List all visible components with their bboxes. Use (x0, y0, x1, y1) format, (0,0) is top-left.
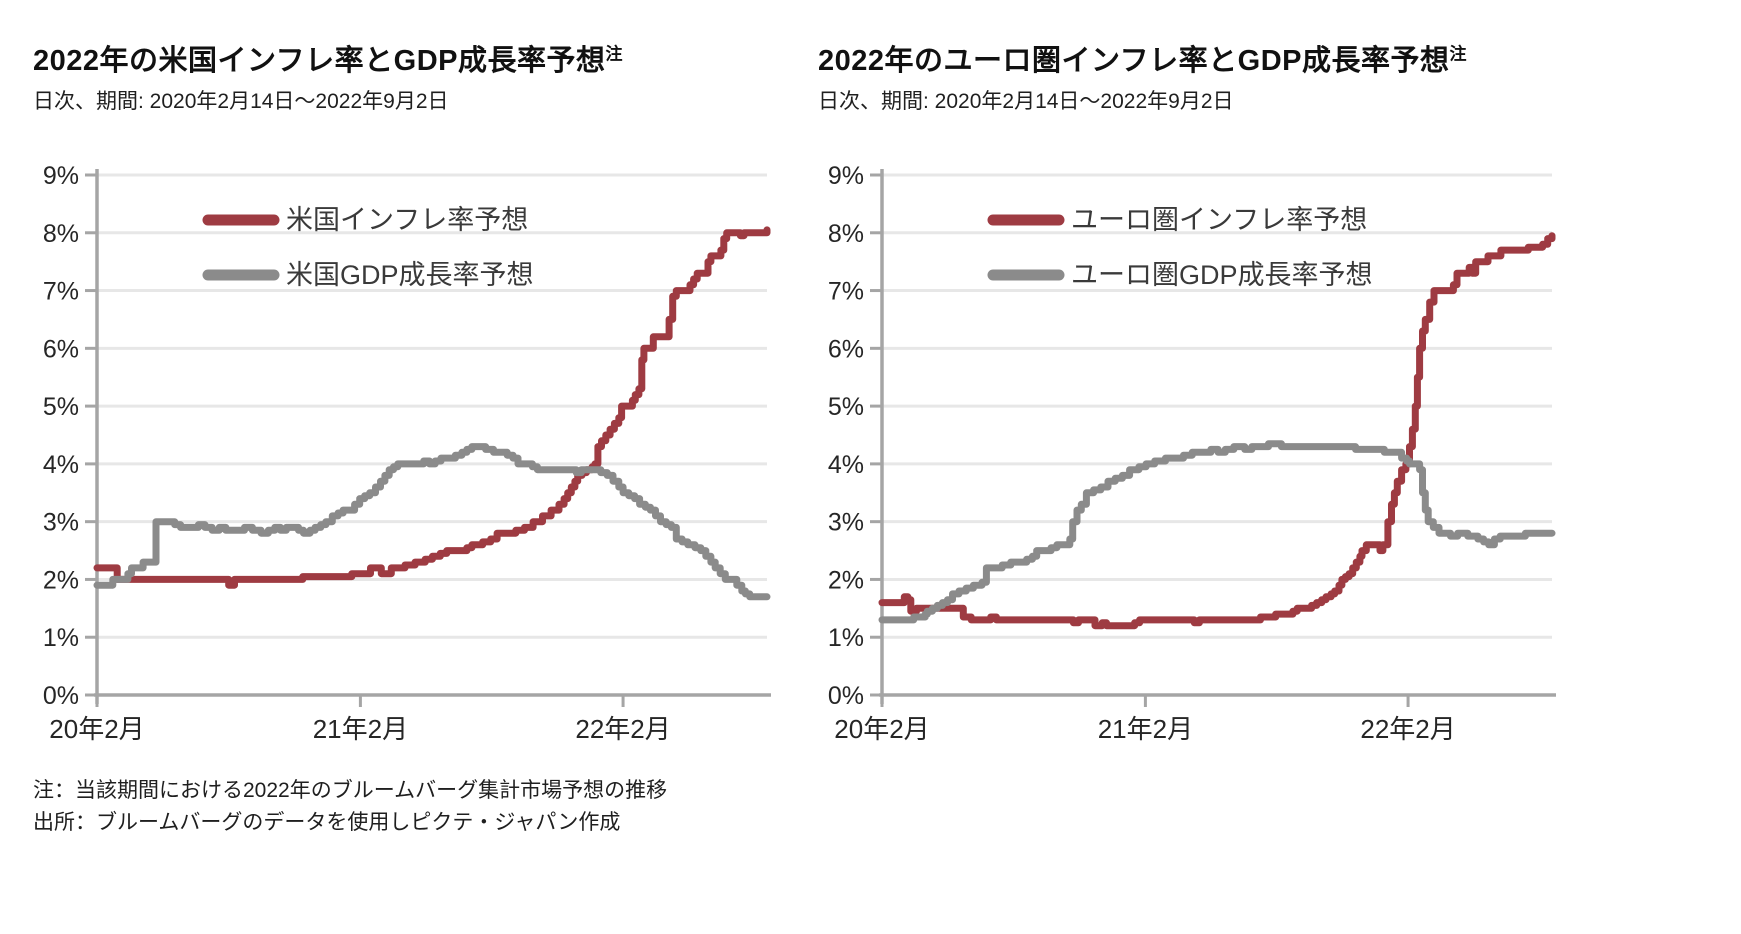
y-axis-label: 3% (43, 509, 79, 537)
y-axis-label: 3% (828, 509, 864, 537)
y-axis-label: 7% (828, 278, 864, 306)
y-axis-label: 5% (828, 393, 864, 421)
footnotes: 注：当該期間における2022年のブルームバーグ集計市場予想の推移 出所：ブルーム… (33, 775, 1741, 838)
us-gdp-forecast-line (93, 443, 771, 601)
euro-chart-title-text: 2022年のユーロ圏インフレ率とGDP成長率予想 (818, 45, 1450, 77)
y-axis-label: 8% (828, 220, 864, 248)
y-axis-label: 7% (43, 278, 79, 306)
y-axis-label: 0% (828, 682, 864, 710)
y-axis-label: 1% (43, 624, 79, 652)
y-axis-label: 2% (828, 567, 864, 595)
x-axis-label: 22年2月 (575, 714, 670, 744)
y-axis-label: 9% (828, 162, 864, 190)
legend-label: 米国インフレ率予想 (286, 205, 528, 235)
y-axis-label: 4% (828, 451, 864, 479)
y-axis-label: 6% (828, 335, 864, 363)
legend-label: 米国GDP成長率予想 (286, 260, 534, 290)
charts-row: 2022年の米国インフレ率とGDP成長率予想注 日次、期間: 2020年2月14… (33, 44, 1741, 757)
euro-chart-title-footnote-marker: 注 (1449, 44, 1467, 64)
us-chart-title-text: 2022年の米国インフレ率とGDP成長率予想 (33, 45, 606, 77)
report-page: 2022年の米国インフレ率とGDP成長率予想注 日次、期間: 2020年2月14… (33, 44, 1741, 838)
euro-chart-subtitle: 日次、期間: 2020年2月14日～2022年9月2日 (818, 89, 1234, 113)
x-axis-label: 20年2月 (49, 714, 144, 744)
us-chart-panel: 2022年の米国インフレ率とGDP成長率予想注 日次、期間: 2020年2月14… (33, 44, 773, 757)
x-axis-label: 20年2月 (834, 714, 929, 744)
source-line: 出所：ブルームバーグのデータを使用しピクテ・ジャパン作成 (33, 810, 621, 834)
euro-gdp-forecast-line (878, 440, 1556, 624)
y-axis-label: 1% (828, 624, 864, 652)
x-axis-label: 21年2月 (1098, 714, 1193, 744)
us-chart-title-footnote-marker: 注 (605, 44, 623, 64)
us-line-chart: 0% 1% 2% 3% 4% 5% 6% 7% 8% 9% 20年2月 21年2月 22年2月 米国インフ… (43, 162, 771, 744)
x-axis-label: 22年2月 (1360, 714, 1455, 744)
legend-label: ユーロ圏GDP成長率予想 (1071, 260, 1373, 290)
y-axis-label: 8% (43, 220, 79, 248)
euro-chart-panel: 2022年のユーロ圏インフレ率とGDP成長率予想注 日次、期間: 2020年2月… (818, 44, 1558, 757)
us-chart-title: 2022年の米国インフレ率とGDP成長率予想注 (33, 44, 773, 79)
us-chart-subtitle: 日次、期間: 2020年2月14日～2022年9月2日 (33, 89, 449, 113)
euro-inflation-forecast-line (878, 232, 1556, 630)
euro-chart-title: 2022年のユーロ圏インフレ率とGDP成長率予想注 (818, 44, 1558, 79)
y-axis-label: 0% (43, 682, 79, 710)
note-line: 注：当該期間における2022年のブルームバーグ集計市場予想の推移 (33, 779, 668, 803)
y-axis-label: 9% (43, 162, 79, 190)
y-axis-label: 5% (43, 393, 79, 421)
y-axis-label: 4% (43, 451, 79, 479)
euro-line-chart: 0% 1% 2% 3% 4% 5% 6% 7% 8% 9% 20年2月 21年2月 22年2月 ユーロ圏イ… (828, 162, 1556, 744)
legend-label: ユーロ圏インフレ率予想 (1071, 205, 1367, 235)
y-axis-label: 6% (43, 335, 79, 363)
x-axis-label: 21年2月 (313, 714, 408, 744)
y-axis-label: 2% (43, 567, 79, 595)
